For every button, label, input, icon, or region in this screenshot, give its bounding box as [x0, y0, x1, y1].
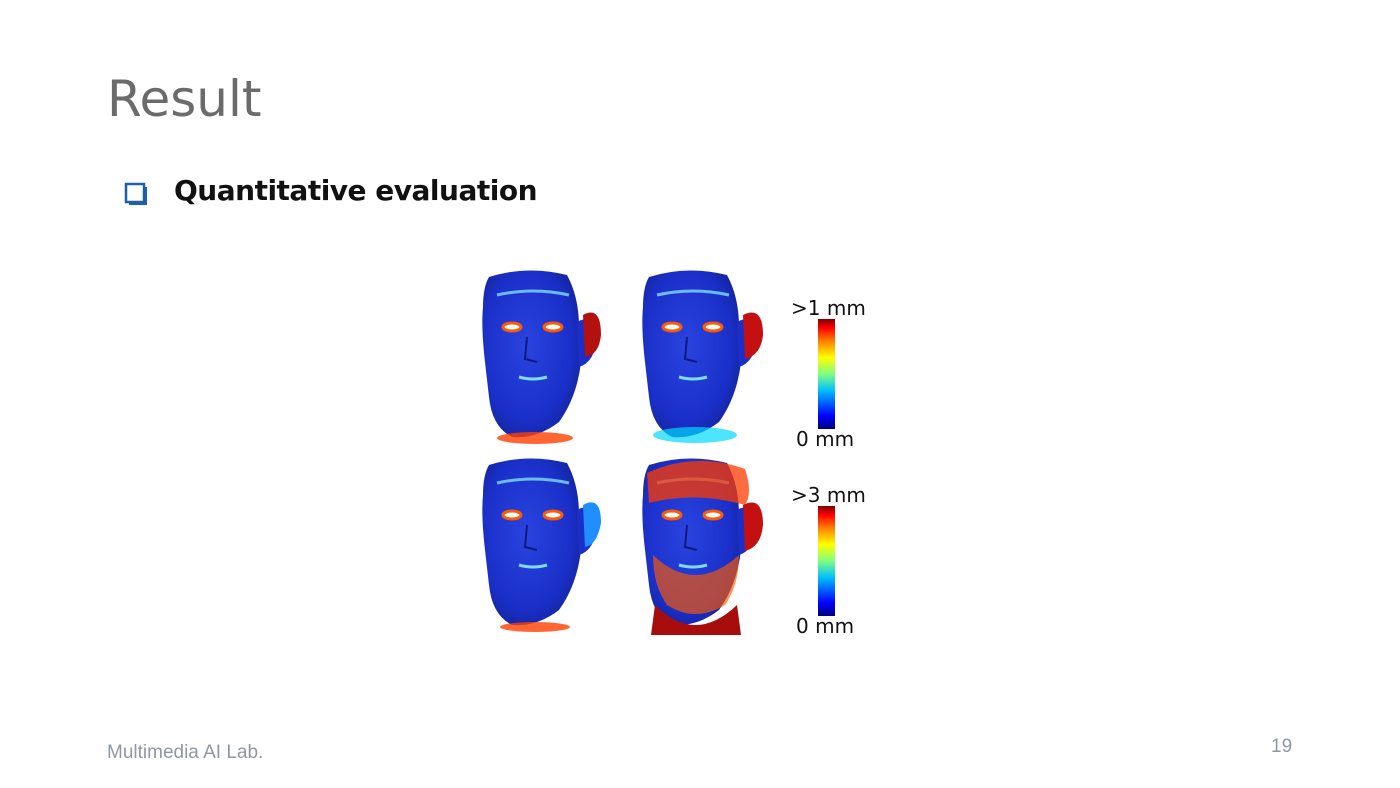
face-heatmap-figure: >1 mm 0 mm >3 mm 0 mm — [455, 255, 875, 650]
face-heatmap-top-right — [640, 268, 763, 443]
footer-lab-name: Multimedia AI Lab. — [107, 742, 264, 763]
bullet-text: Quantitative evaluation — [174, 174, 538, 207]
colorbar-top-gradient — [818, 319, 835, 429]
face-heatmap-bottom-right — [640, 456, 763, 635]
colorbar-top-min-label: 0 mm — [796, 427, 854, 451]
face-heatmap-bottom-left — [480, 456, 601, 632]
colorbar-bottom-max-label: >3 mm — [791, 483, 866, 507]
hollow-square-bullet-icon — [124, 182, 147, 205]
colorbar-bottom-gradient — [818, 506, 835, 616]
face-heatmap-svg: >1 mm 0 mm >3 mm 0 mm — [480, 268, 866, 638]
colorbar-bottom: >3 mm 0 mm — [791, 483, 866, 638]
slide-title: Result — [107, 70, 262, 128]
colorbar-top: >1 mm 0 mm — [791, 296, 866, 451]
page-number: 19 — [1271, 736, 1293, 757]
face-heatmap-top-left — [480, 268, 601, 444]
bullet-row: Quantitative evaluation — [124, 174, 538, 207]
colorbar-top-max-label: >1 mm — [791, 296, 866, 320]
colorbar-bottom-min-label: 0 mm — [796, 614, 854, 638]
